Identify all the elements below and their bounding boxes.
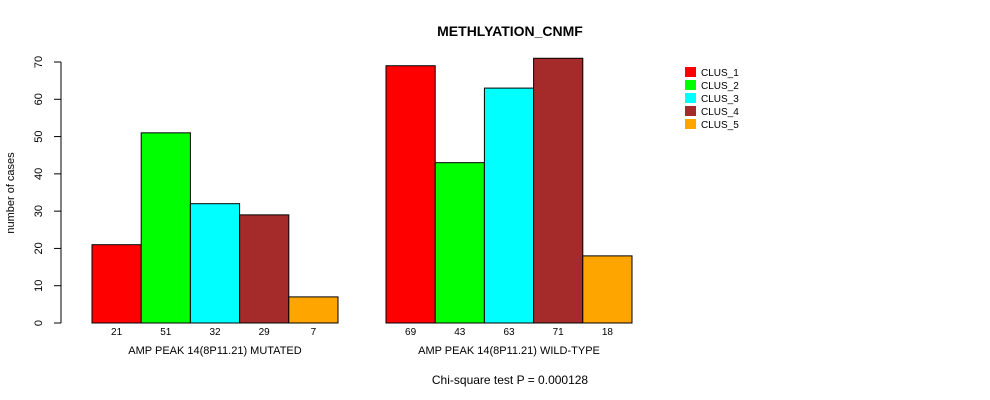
- y-tick-label: 50: [33, 130, 45, 142]
- y-tick-label: 70: [33, 56, 45, 68]
- legend-swatch: [685, 119, 696, 129]
- bar-value-label: 21: [111, 327, 123, 338]
- bar-value-label: 69: [405, 327, 417, 338]
- bar-clus-3: [189, 203, 241, 324]
- legend-swatch: [685, 67, 696, 77]
- legend-label: CLUS_1: [701, 68, 739, 79]
- legend-label: CLUS_4: [701, 107, 739, 118]
- y-tick-label: 10: [33, 280, 45, 292]
- legend-swatch: [685, 106, 696, 116]
- bar-clus-5: [582, 255, 633, 324]
- bar-group: 21 51 32 29 7 AMP PEAK 14(8P11.21) MUTATED: [91, 132, 339, 357]
- legend-swatch: [685, 80, 696, 90]
- y-tick-label: 20: [33, 242, 45, 254]
- bar-value-label: 7: [311, 327, 317, 338]
- y-tick-label: 40: [33, 168, 45, 180]
- category-label: AMP PEAK 14(8P11.21) WILD-TYPE: [418, 345, 600, 357]
- bar-clus-5: [288, 296, 339, 324]
- bar-value-label: 43: [454, 327, 466, 338]
- bar-clus-3: [483, 87, 535, 324]
- bar-value-label: 71: [553, 327, 565, 338]
- legend: CLUS_1 CLUS_2 CLUS_3 CLUS_4 CLUS_5: [685, 67, 739, 131]
- legend-label: CLUS_3: [701, 94, 739, 105]
- y-axis-label: number of cases: [5, 152, 17, 234]
- bar-clus-2: [140, 132, 191, 324]
- legend-swatch: [685, 93, 696, 103]
- legend-label: CLUS_2: [701, 81, 739, 92]
- legend-label: CLUS_5: [701, 120, 739, 131]
- y-axis: 0 10 20 30 40 50 60 70: [33, 56, 62, 326]
- bar-clus-4: [239, 214, 290, 324]
- category-label: AMP PEAK 14(8P11.21) MUTATED: [128, 345, 301, 357]
- bar-clus-1: [91, 244, 142, 324]
- bar-value-label: 63: [503, 327, 515, 338]
- bar-clus-2: [434, 162, 485, 324]
- bar-value-label: 29: [259, 327, 271, 338]
- y-tick-label: 0: [33, 320, 45, 326]
- chi-square-footnote: Chi-square test P = 0.000128: [432, 373, 589, 387]
- chart-title: METHLYATION_CNMF: [437, 23, 583, 39]
- bar-value-label: 51: [160, 327, 172, 338]
- bar-groups: 21 51 32 29 7 AMP PEAK 14(8P11.21) MUTATED 69 4…: [91, 57, 633, 357]
- bar-clus-1: [385, 65, 436, 324]
- bar-value-label: 18: [602, 327, 614, 338]
- bar-clus-4: [533, 57, 584, 324]
- y-tick-label: 60: [33, 93, 45, 105]
- bar-value-label: 32: [209, 327, 221, 338]
- y-tick-label: 30: [33, 205, 45, 217]
